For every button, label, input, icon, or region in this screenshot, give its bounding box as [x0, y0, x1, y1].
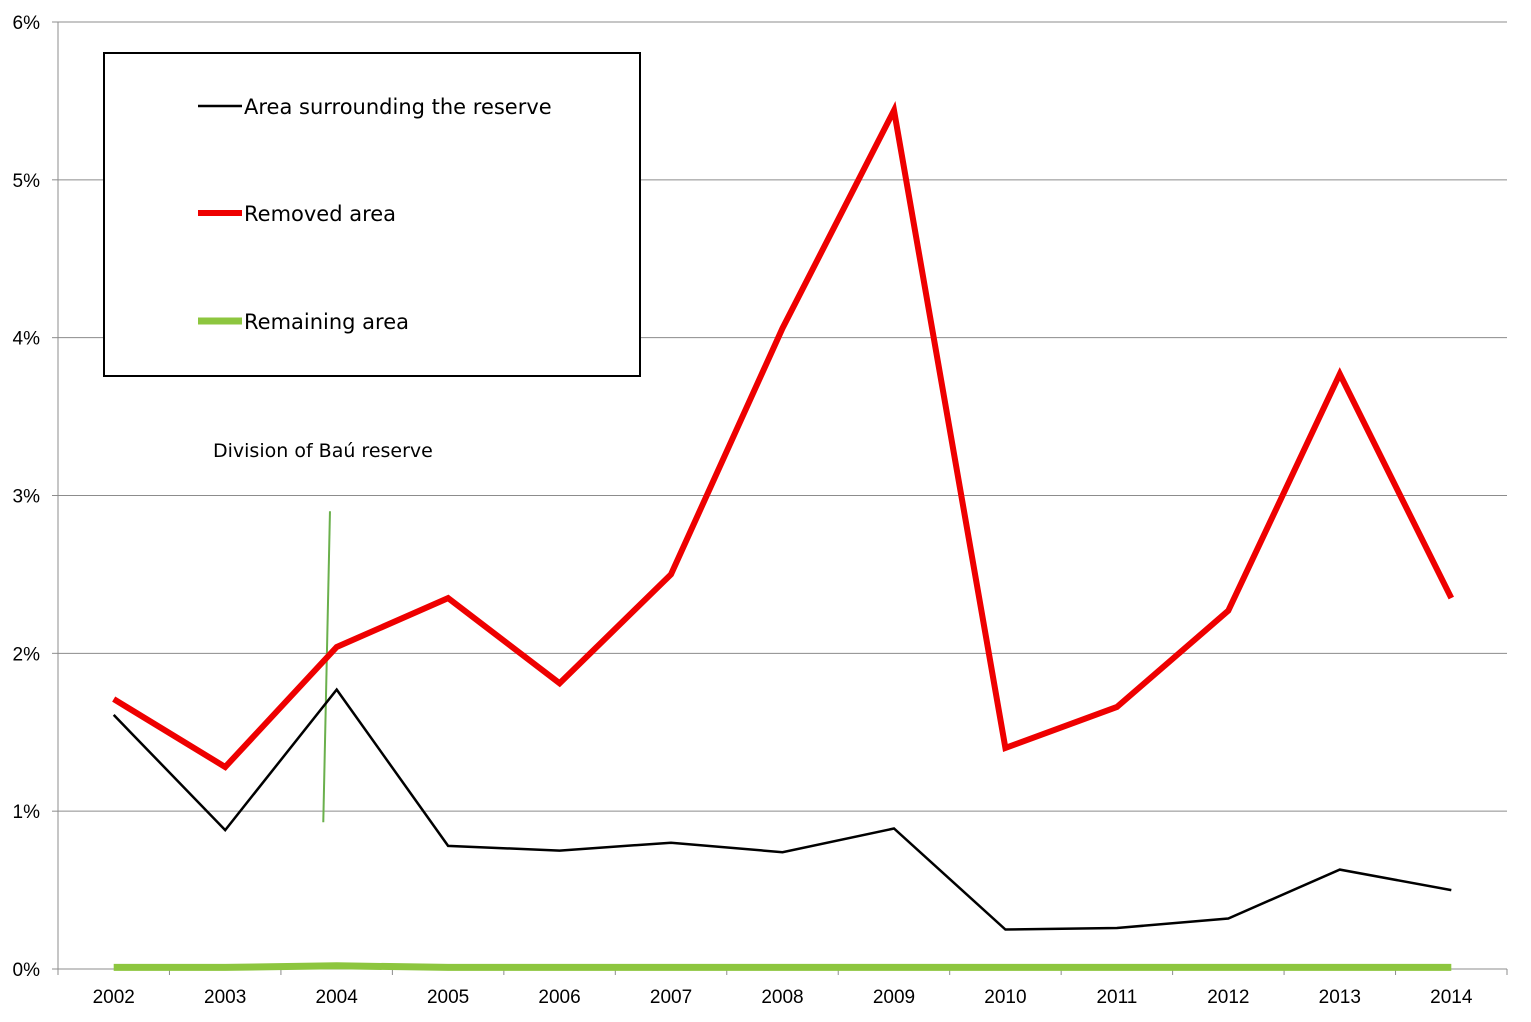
- y-tick-label: 6%: [13, 13, 41, 34]
- annotation-label: Division of Baú reserve: [213, 440, 433, 462]
- x-tick-label: 2003: [204, 987, 246, 1008]
- x-tick-label: 2009: [873, 987, 915, 1008]
- x-tick-label: 2011: [1096, 987, 1137, 1008]
- x-tick-label: 2008: [761, 987, 803, 1008]
- x-tick-label: 2004: [316, 987, 359, 1008]
- x-tick-label: 2007: [650, 987, 692, 1008]
- series-line-1: [112, 101, 1454, 771]
- x-tick-labels: 2002 2003 2004 2005 2006 2007 2008 2009 2010 2011…: [93, 987, 1473, 1008]
- x-tick-label: 2002: [93, 987, 135, 1008]
- x-tick-label: 2005: [427, 987, 469, 1008]
- y-tick-label: 2%: [13, 644, 41, 665]
- y-tick-labels: 0% 1% 2% 3% 4% 5% 6%: [13, 13, 41, 981]
- legend-label-remaining-area: Remaining area: [244, 310, 409, 334]
- y-tick-label: 5%: [13, 171, 41, 192]
- x-tick-label: 2014: [1430, 987, 1473, 1008]
- legend-label-area-surrounding: Area surrounding the reserve: [244, 95, 552, 119]
- series-line-2: [113, 962, 1452, 971]
- division-marker-line: [322, 511, 331, 823]
- x-tick-label: 2010: [984, 987, 1026, 1008]
- y-tick-label: 4%: [13, 329, 41, 350]
- x-tick-label: 2006: [538, 987, 580, 1008]
- y-tick-label: 3%: [13, 487, 41, 508]
- legend-box: [103, 52, 641, 377]
- series-line-0: [112, 687, 1452, 931]
- x-tick-label: 2013: [1319, 987, 1361, 1008]
- annotation: Division of Baú reserve: [213, 440, 433, 823]
- legend-label-removed-area: Removed area: [244, 202, 396, 226]
- series-lines: [112, 101, 1454, 971]
- legend: Area surrounding the reserve Removed are…: [103, 52, 641, 377]
- y-tick-label: 1%: [13, 802, 41, 823]
- y-tick-label: 0%: [13, 960, 41, 981]
- x-tick-label: 2012: [1207, 987, 1249, 1008]
